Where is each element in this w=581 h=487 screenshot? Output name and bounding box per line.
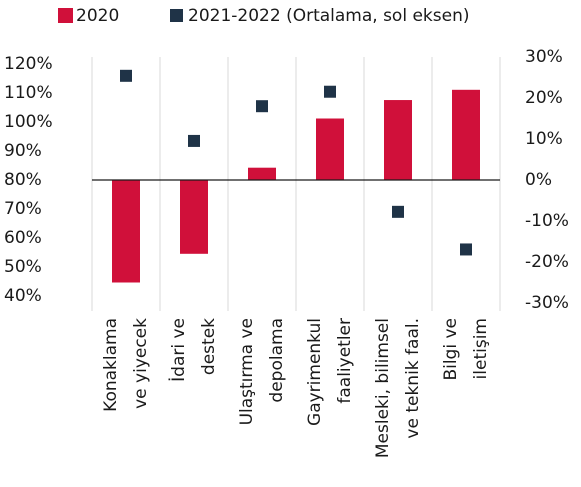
bar (316, 118, 344, 180)
y2-tick-label: 0% (525, 170, 552, 190)
marker (392, 205, 404, 218)
x-tick-label: depolama (267, 318, 287, 403)
marker (188, 134, 200, 147)
bar (248, 167, 276, 180)
y2-tick-label: -10% (525, 211, 569, 231)
y-tick-label: 110% (4, 83, 53, 103)
y2-tick-label: 10% (525, 129, 563, 149)
marker (120, 69, 132, 82)
x-tick-label: ve yiyecek (131, 318, 151, 409)
bar (180, 180, 208, 254)
x-tick-label: Konaklama (101, 318, 121, 412)
x-tick-label: İdari ve (168, 318, 189, 382)
x-tick-label: Ulaştırma ve (237, 318, 257, 425)
x-tick-label: Mesleki, bilimsel (373, 318, 393, 458)
y-tick-label: 50% (4, 257, 42, 277)
y-tick-label: 40% (4, 286, 42, 306)
marker (460, 243, 472, 256)
y-tick-label: 60% (4, 228, 42, 248)
x-tick-label: faaliyetler (335, 318, 355, 404)
legend-swatch (170, 9, 183, 22)
bar (112, 180, 140, 283)
y2-tick-label: 20% (525, 88, 563, 108)
x-tick-label: destek (199, 318, 219, 375)
x-tick-label: iletişim (471, 318, 491, 379)
y-tick-label: 80% (4, 170, 42, 190)
bar (384, 100, 412, 180)
marker (256, 100, 268, 113)
x-tick-label: Gayrimenkul (305, 318, 325, 426)
y2-tick-label: 30% (525, 47, 563, 67)
y-tick-label: 90% (4, 141, 42, 161)
y-tick-label: 100% (4, 112, 53, 132)
y2-tick-label: -20% (525, 252, 569, 272)
x-tick-label: Bilgi ve (441, 318, 461, 381)
legend-swatch (58, 8, 73, 23)
y-tick-label: 120% (4, 54, 53, 74)
legend-label: 2021-2022 (Ortalama, sol eksen) (188, 6, 470, 26)
x-tick-label: ve teknik faal. (403, 318, 423, 439)
y2-tick-label: -30% (525, 293, 569, 313)
bar (452, 89, 480, 180)
y-tick-label: 70% (4, 199, 42, 219)
legend-label: 2020 (76, 6, 119, 26)
marker (324, 85, 336, 98)
